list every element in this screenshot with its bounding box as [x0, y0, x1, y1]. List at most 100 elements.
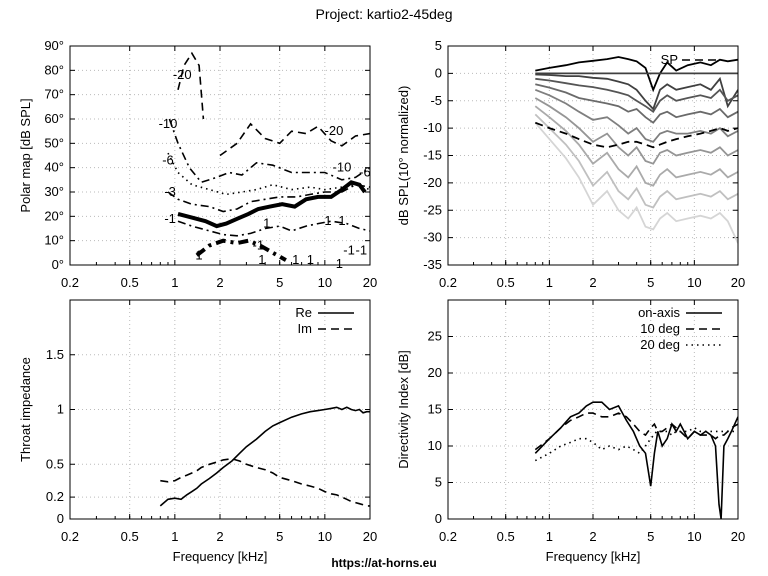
norm-ytick-label: 0 [435, 65, 442, 80]
di-ytick-label: 10 [428, 438, 442, 453]
polar-ytick-label: 10° [44, 233, 64, 248]
norm-series-40 [535, 83, 738, 124]
di-frame [447, 299, 739, 520]
norm-series-SP [534, 121, 738, 149]
polar-contour--10 [168, 118, 370, 184]
norm-series-80 [534, 113, 738, 209]
norm-ytick-label: -30 [423, 230, 442, 245]
di-ytick-label: 20 [428, 365, 442, 380]
polar-xtick-label: 1 [171, 275, 178, 290]
di-xtick-label: 0.2 [439, 529, 457, 544]
imp-series-Re [159, 406, 370, 507]
polar-contour-label: 1 [195, 247, 202, 262]
norm-ytick-label: -25 [423, 202, 442, 217]
di-series-10 deg [534, 412, 738, 451]
imp-xtick-label: 0.5 [121, 529, 139, 544]
polar-ytick-label: 0° [52, 257, 64, 272]
imp-ytick-label: 1 [57, 402, 64, 417]
imp-legend-label: Im [298, 321, 312, 336]
norm-ytick-label: 5 [435, 38, 442, 53]
norm-xtick-label: 10 [687, 275, 701, 290]
polar-contour--20 [177, 51, 205, 120]
polar-xtick-label: 5 [276, 275, 283, 290]
norm-series-20 [535, 73, 738, 111]
norm-xtick-label: 1 [546, 275, 553, 290]
di-xtick-label: 2 [589, 529, 596, 544]
polar-ytick-label: 90° [44, 38, 64, 53]
norm-series-60 [534, 97, 738, 165]
imp-xtick-label: 10 [318, 529, 332, 544]
polar-xtick-label: 0.5 [121, 275, 139, 290]
imp-plot [69, 299, 371, 520]
norm-frame [447, 45, 739, 266]
polar-plot [69, 45, 371, 266]
norm-xtick-label: 0.2 [439, 275, 457, 290]
polar-xtick-label: 10 [318, 275, 332, 290]
norm-xtick-label: 20 [731, 275, 745, 290]
polar-xtick-label: 2 [216, 275, 223, 290]
polar-xtick-label: 0.2 [61, 275, 79, 290]
di-xtick-label: 10 [687, 529, 701, 544]
polar-ytick-label: 60° [44, 111, 64, 126]
polar-ylabel: Polar map [dB SPL] [18, 98, 33, 212]
di-xtick-label: 5 [647, 529, 654, 544]
imp-ytick-label: 0 [57, 511, 64, 526]
polar-contour-0 [177, 180, 367, 229]
polar-contour-label: -3 [164, 184, 176, 199]
footer-url[interactable]: https://at-horns.eu [331, 556, 437, 570]
di-ylabel: Directivity Index [dB] [396, 350, 411, 469]
imp-legend-label: Re [295, 305, 312, 320]
norm-ylabel: dB SPL(10° normalized) [396, 86, 411, 226]
polar-contour-label: 1 [263, 216, 270, 231]
norm-xtick-label: 5 [647, 275, 654, 290]
norm-ytick-label: -5 [430, 93, 442, 108]
polar-contour-label: 1 [292, 252, 299, 267]
di-ytick-label: 0 [435, 511, 442, 526]
norm-series-50 [534, 88, 738, 143]
norm-series-90 [534, 122, 738, 244]
polar-contour-label: -20 [325, 123, 344, 138]
norm-xtick-label: 2 [589, 275, 596, 290]
polar-contour-label: 1 [338, 213, 345, 228]
norm-series-70 [534, 105, 738, 187]
norm-xtick-label: 0.5 [497, 275, 515, 290]
polar-ytick-label: 30° [44, 184, 64, 199]
di-xlabel: Frequency [kHz] [546, 549, 641, 564]
polar-contour--1 [177, 220, 370, 237]
norm-legend-label: SP [661, 52, 678, 67]
polar-contour-label: -10 [159, 116, 178, 131]
polar-ytick-label: 20° [44, 208, 64, 223]
di-data [534, 401, 738, 519]
imp-xtick-label: 2 [216, 529, 223, 544]
di-legend-label: 20 deg [640, 337, 680, 352]
imp-frame [69, 299, 371, 520]
polar-frame [69, 45, 371, 266]
figure-title: Project: kartio2-45deg [315, 6, 453, 22]
polar-contour-label: -1 [356, 242, 368, 257]
polar-contour-label: -1 [253, 238, 265, 253]
norm-plot [447, 45, 739, 266]
imp-xtick-label: 20 [363, 529, 377, 544]
norm-ytick-label: -35 [423, 257, 442, 272]
norm-data [534, 56, 738, 244]
di-series-on-axis [534, 401, 738, 519]
polar-ytick-label: 70° [44, 87, 64, 102]
polar-ytick-label: 40° [44, 160, 64, 175]
polar-ytick-label: 80° [44, 62, 64, 77]
polar-contour-label: 1 [307, 252, 314, 267]
polar-data [167, 51, 370, 262]
di-ytick-label: 15 [428, 402, 442, 417]
norm-series-0 [535, 56, 738, 93]
polar-contour-label: -1 [343, 242, 355, 257]
polar-contour-label: 1 [336, 256, 343, 271]
di-plot [447, 299, 739, 520]
di-xtick-label: 0.5 [497, 529, 515, 544]
polar-contour-label: -20 [173, 67, 192, 82]
polar-contour-label: -10 [333, 160, 352, 175]
polar-contour-1 [195, 238, 287, 262]
norm-ytick-label: -15 [423, 148, 442, 163]
polar-contour--20 [219, 122, 370, 157]
imp-xtick-label: 1 [171, 529, 178, 544]
imp-xtick-label: 5 [276, 529, 283, 544]
